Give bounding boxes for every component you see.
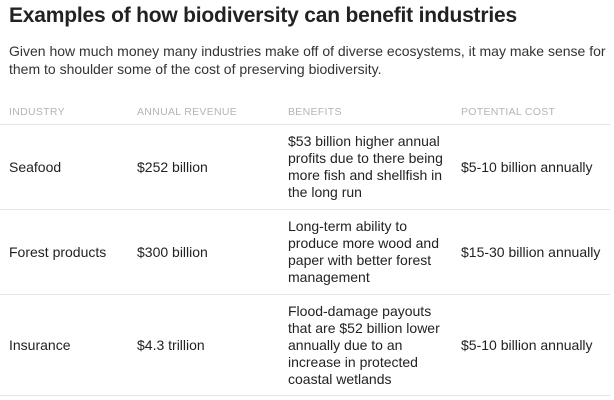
cell-industry: Forest products — [0, 209, 128, 295]
cell-annual-revenue: $252 billion — [128, 124, 279, 210]
table-row: Forest products $300 billion Long-term a… — [0, 209, 610, 295]
table-header-row: INDUSTRY ANNUAL REVENUE BENEFITS POTENTI… — [0, 100, 610, 125]
page-title: Examples of how biodiversity can benefit… — [9, 4, 517, 27]
cell-potential-cost: $5-10 billion annually — [452, 294, 610, 396]
column-header-potential-cost: POTENTIAL COST — [452, 100, 610, 125]
industry-table: INDUSTRY ANNUAL REVENUE BENEFITS POTENTI… — [0, 100, 610, 396]
cell-annual-revenue: $4.3 trillion — [128, 294, 279, 396]
cell-benefits: Flood-damage payouts that are $52 billio… — [279, 294, 452, 396]
cell-industry: Seafood — [0, 124, 128, 210]
cell-benefits: Long-term ability to produce more wood a… — [279, 209, 452, 295]
cell-annual-revenue: $300 billion — [128, 209, 279, 295]
page-subtitle: Given how much money many industries mak… — [9, 43, 606, 77]
column-header-industry: INDUSTRY — [0, 100, 128, 125]
column-header-annual-revenue: ANNUAL REVENUE — [128, 100, 279, 125]
table-row: Insurance $4.3 trillion Flood-damage pay… — [0, 294, 610, 396]
cell-potential-cost: $5-10 billion annually — [452, 124, 610, 210]
cell-benefits: $53 billion higher annual profits due to… — [279, 124, 452, 210]
column-header-benefits: BENEFITS — [279, 100, 452, 125]
table-row: Seafood $252 billion $53 billion higher … — [0, 124, 610, 210]
cell-industry: Insurance — [0, 294, 128, 396]
cell-potential-cost: $15-30 billion annually — [452, 209, 610, 295]
